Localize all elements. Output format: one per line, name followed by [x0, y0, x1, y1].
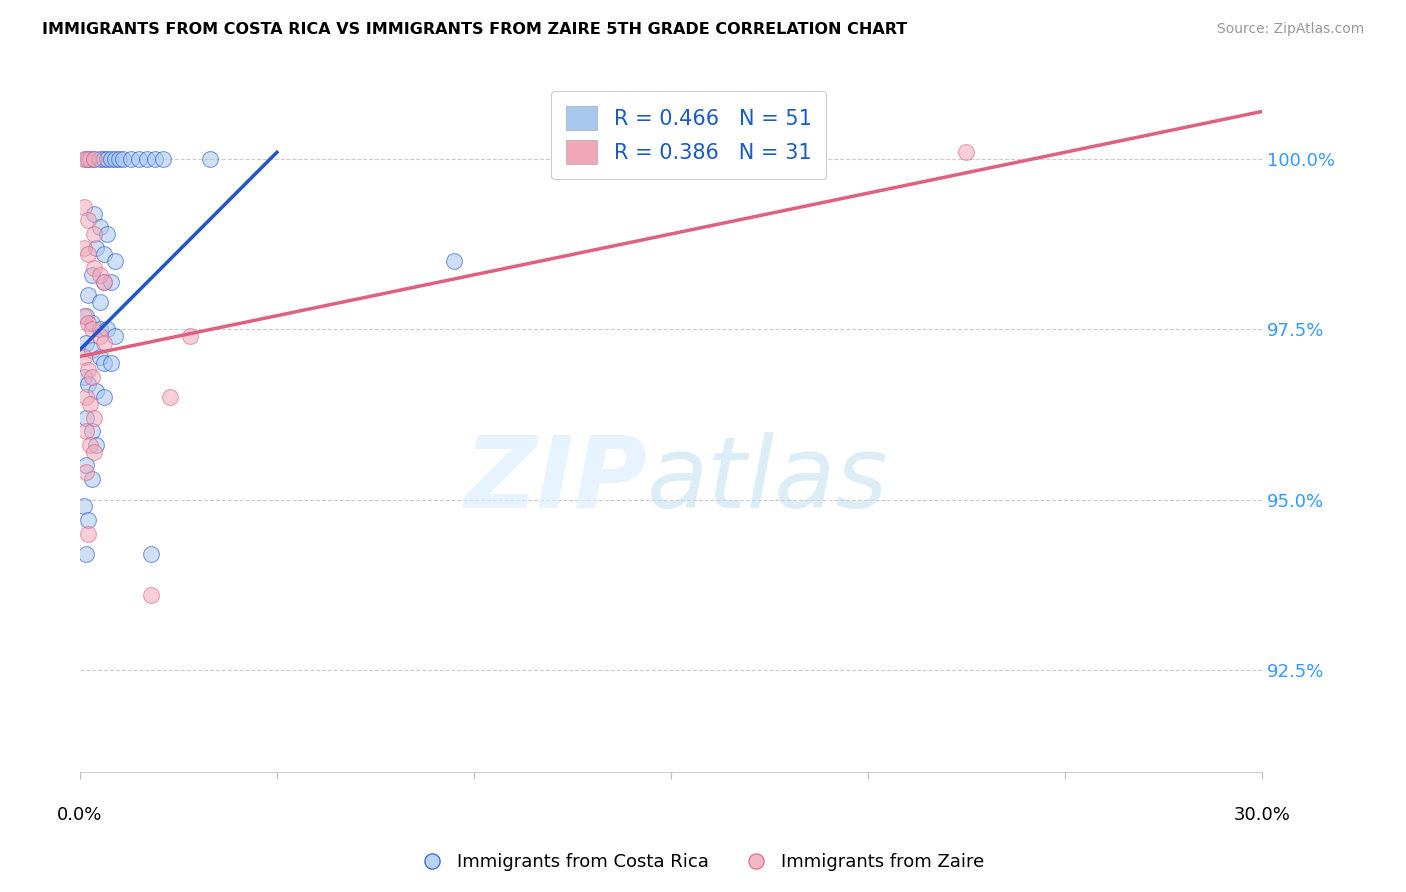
Point: [108, 152, 131, 166]
Point: [93, 356, 115, 370]
Point: [75, 465, 97, 479]
Point: [135, 152, 157, 166]
Point: [80, 316, 103, 330]
Point: [83, 445, 105, 459]
Point: [75, 410, 97, 425]
Point: [80, 322, 103, 336]
Point: [80, 425, 103, 439]
Point: [93, 247, 115, 261]
Point: [75, 391, 97, 405]
Point: [955, 145, 977, 160]
Point: [128, 152, 150, 166]
Point: [93, 275, 115, 289]
Point: [76, 376, 98, 391]
Point: [89, 322, 111, 336]
Point: [89, 329, 111, 343]
Point: [139, 588, 162, 602]
Point: [96, 322, 118, 336]
Point: [100, 275, 122, 289]
Point: [80, 343, 103, 357]
Point: [79, 438, 101, 452]
Point: [179, 329, 201, 343]
Point: [159, 391, 181, 405]
Point: [89, 295, 111, 310]
Legend: Immigrants from Costa Rica, Immigrants from Zaire: Immigrants from Costa Rica, Immigrants f…: [413, 847, 993, 879]
Point: [139, 547, 162, 561]
Text: ZIP: ZIP: [464, 432, 647, 529]
Point: [89, 350, 111, 364]
Point: [83, 152, 105, 166]
Point: [76, 513, 98, 527]
Point: [79, 152, 101, 166]
Point: [104, 152, 127, 166]
Point: [76, 363, 98, 377]
Point: [443, 254, 465, 268]
Point: [89, 220, 111, 235]
Point: [89, 152, 111, 166]
Point: [120, 152, 142, 166]
Point: [75, 425, 97, 439]
Text: 30.0%: 30.0%: [1233, 805, 1291, 824]
Text: 0.0%: 0.0%: [58, 805, 103, 824]
Point: [93, 335, 115, 350]
Point: [73, 500, 96, 514]
Text: atlas: atlas: [647, 432, 889, 529]
Point: [73, 309, 96, 323]
Point: [93, 275, 115, 289]
Point: [80, 370, 103, 384]
Point: [84, 438, 107, 452]
Legend: R = 0.466   N = 51, R = 0.386   N = 31: R = 0.466 N = 51, R = 0.386 N = 31: [551, 91, 827, 179]
Point: [100, 152, 122, 166]
Point: [73, 152, 96, 166]
Point: [112, 152, 135, 166]
Point: [76, 213, 98, 227]
Point: [152, 152, 174, 166]
Text: Source: ZipAtlas.com: Source: ZipAtlas.com: [1216, 22, 1364, 37]
Point: [104, 329, 127, 343]
Point: [80, 472, 103, 486]
Point: [96, 227, 118, 241]
Point: [93, 391, 115, 405]
Point: [76, 288, 98, 302]
Point: [84, 241, 107, 255]
Point: [76, 247, 98, 261]
Point: [96, 152, 118, 166]
Point: [89, 268, 111, 282]
Point: [73, 370, 96, 384]
Point: [76, 152, 98, 166]
Point: [143, 152, 166, 166]
Point: [73, 350, 96, 364]
Point: [93, 152, 115, 166]
Point: [104, 254, 127, 268]
Point: [83, 152, 105, 166]
Point: [79, 397, 101, 411]
Point: [83, 227, 105, 241]
Point: [75, 547, 97, 561]
Point: [73, 241, 96, 255]
Point: [83, 410, 105, 425]
Point: [83, 261, 105, 276]
Point: [84, 384, 107, 398]
Point: [76, 316, 98, 330]
Point: [75, 309, 97, 323]
Point: [75, 152, 97, 166]
Point: [80, 268, 103, 282]
Point: [76, 526, 98, 541]
Point: [75, 458, 97, 473]
Point: [198, 152, 221, 166]
Point: [100, 356, 122, 370]
Point: [75, 335, 97, 350]
Point: [73, 200, 96, 214]
Point: [83, 206, 105, 220]
Text: IMMIGRANTS FROM COSTA RICA VS IMMIGRANTS FROM ZAIRE 5TH GRADE CORRELATION CHART: IMMIGRANTS FROM COSTA RICA VS IMMIGRANTS…: [42, 22, 907, 37]
